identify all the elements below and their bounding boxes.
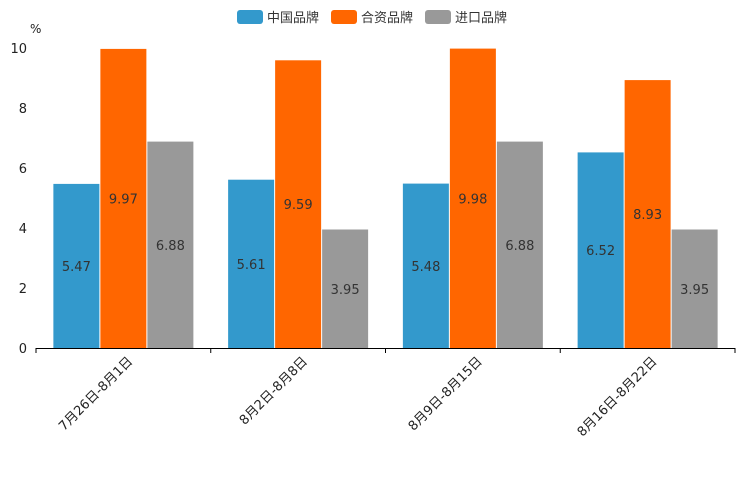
bar-jv-brand[interactable] bbox=[100, 48, 147, 349]
legend-item-import-brand[interactable]: 进口品牌 bbox=[425, 7, 507, 26]
y-tick-label: 8 bbox=[19, 102, 27, 117]
y-axis: 0 2 4 6 8 10 bbox=[10, 42, 27, 357]
y-tick-label: 2 bbox=[19, 282, 27, 297]
bar-jv-brand[interactable] bbox=[449, 48, 496, 348]
bar-china-brand[interactable] bbox=[577, 152, 624, 348]
bar-value-label: 3.95 bbox=[331, 283, 360, 298]
bar-import-brand[interactable] bbox=[322, 229, 369, 349]
legend: 中国品牌 合资品牌 进口品牌 bbox=[0, 7, 744, 26]
bar-import-brand[interactable] bbox=[496, 141, 543, 348]
x-tick-label: 8月16日-8月22日 bbox=[575, 354, 661, 440]
x-axis: 7月26日-8月1日 8月2日-8月8日 8月9日-8月15日 8月16日-8月22日 bbox=[35, 348, 736, 440]
legend-swatch-import-brand bbox=[425, 9, 451, 24]
y-tick-label: 4 bbox=[19, 222, 27, 237]
y-axis-unit-label: % bbox=[30, 22, 41, 36]
bar-value-label: 8.93 bbox=[633, 208, 662, 223]
bar-value-label: 9.97 bbox=[109, 192, 138, 207]
bar-value-label: 5.47 bbox=[62, 260, 91, 275]
bar-jv-brand[interactable] bbox=[624, 80, 671, 348]
legend-label-china-brand: 中国品牌 bbox=[266, 11, 319, 26]
bar-import-brand[interactable] bbox=[671, 229, 718, 349]
bar-value-label: 3.95 bbox=[680, 283, 709, 298]
x-tick-label: 8月2日-8月8日 bbox=[237, 354, 311, 428]
legend-item-jv-brand[interactable]: 合资品牌 bbox=[330, 7, 413, 26]
bar-value-label: 9.98 bbox=[458, 192, 487, 207]
x-tick-label: 7月26日-8月1日 bbox=[56, 354, 136, 434]
bar-china-brand[interactable] bbox=[402, 183, 449, 348]
bar-value-label: 6.52 bbox=[586, 244, 615, 259]
legend-label-jv-brand: 合资品牌 bbox=[360, 11, 413, 26]
legend-item-china-brand[interactable]: 中国品牌 bbox=[236, 7, 319, 26]
y-tick-label: 6 bbox=[19, 162, 27, 177]
bar-value-label: 5.48 bbox=[411, 260, 440, 275]
y-tick-label: 0 bbox=[19, 342, 27, 357]
bar-china-brand[interactable] bbox=[228, 179, 275, 348]
legend-swatch-china-brand bbox=[236, 9, 263, 24]
bar-jv-brand[interactable] bbox=[275, 60, 322, 349]
bar-value-label: 6.88 bbox=[505, 239, 534, 254]
bars-group: 5.47 9.97 6.88 5.61 9.59 3.95 5.48 9.98 6.88 6.52… bbox=[53, 48, 718, 349]
bar-china-brand[interactable] bbox=[53, 183, 100, 348]
bar-value-label: 5.61 bbox=[237, 258, 266, 273]
y-tick-label: 10 bbox=[10, 42, 27, 57]
bar-value-label: 9.59 bbox=[284, 198, 313, 213]
bar-import-brand[interactable] bbox=[147, 141, 194, 348]
legend-swatch-jv-brand bbox=[330, 9, 357, 24]
bar-value-label: 6.88 bbox=[156, 239, 185, 254]
x-tick-label: 8月9日-8月15日 bbox=[406, 354, 486, 434]
legend-label-import-brand: 进口品牌 bbox=[455, 11, 508, 26]
